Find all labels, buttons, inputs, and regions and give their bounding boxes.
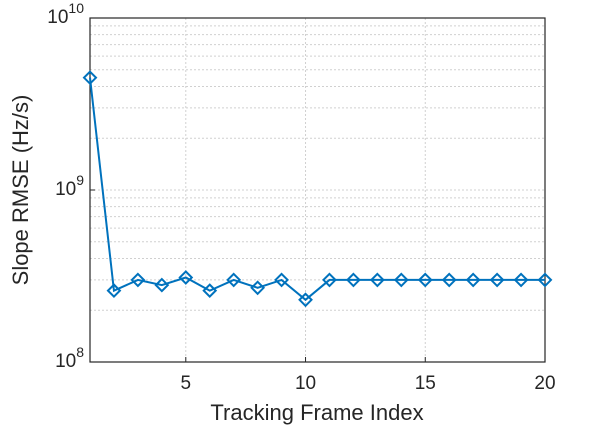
data-marker (322, 272, 337, 288)
y-tick-label: 1010 (47, 0, 84, 28)
x-tick-label: 15 (415, 373, 436, 394)
data-marker (130, 272, 146, 288)
data-marker (178, 270, 194, 285)
data-marker (441, 272, 457, 288)
data-marker (226, 272, 242, 288)
data-marker (106, 283, 122, 299)
data-marker (393, 272, 409, 288)
data-marker (202, 283, 218, 299)
data-marker (274, 272, 289, 288)
tick-exponent: 8 (76, 344, 84, 360)
data-marker (250, 280, 266, 296)
data-marker (465, 272, 481, 288)
data-marker (82, 70, 98, 86)
x-tick-label: 5 (181, 373, 192, 394)
tick-exponent: 9 (76, 172, 84, 188)
plot-frame (89, 17, 546, 363)
data-marker (154, 277, 170, 293)
y-tick-label: 109 (55, 172, 84, 200)
y-axis-label: Slope RMSE (Hz/s) (8, 95, 33, 286)
x-tick-label: 20 (534, 373, 555, 394)
y-tick-label: 108 (55, 344, 84, 372)
data-marker (346, 272, 361, 288)
x-axis-label: Tracking Frame Index (210, 400, 423, 425)
data-marker (513, 272, 529, 288)
data-marker (417, 272, 433, 288)
data-marker (298, 292, 313, 308)
x-tick-label: 10 (295, 373, 316, 394)
tick-base: 10 (55, 351, 76, 372)
tick-base: 10 (55, 179, 76, 200)
tick-base: 10 (47, 7, 68, 28)
series-line (89, 77, 545, 302)
data-marker (369, 272, 385, 288)
tick-exponent: 10 (68, 0, 84, 16)
data-marker (489, 272, 505, 288)
data-marker (537, 272, 553, 288)
